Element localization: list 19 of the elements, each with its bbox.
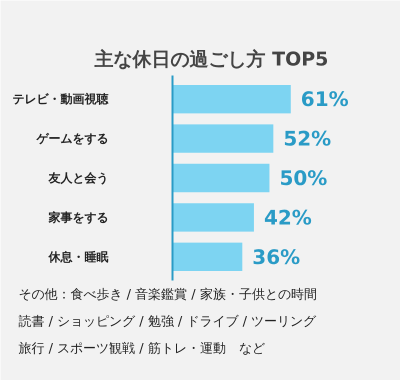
y-tick-label: テレビ・動画視聴 xyxy=(12,92,110,106)
bar xyxy=(172,242,242,272)
data-label: 61% xyxy=(300,87,349,112)
text: 読書 / ショッピング / 勉強 / ドライブ / ツーリング xyxy=(18,314,318,330)
bar xyxy=(172,124,274,153)
chart-title: 主な休日の過ごし方 TOP5 xyxy=(94,48,328,70)
data-label: 50% xyxy=(279,166,328,190)
y-tick-label: 家事をする xyxy=(48,210,108,224)
text: その他：食べ歩き / 音楽鑑賞 / 家族・子供との時間 xyxy=(18,286,317,302)
bar xyxy=(172,164,270,192)
data-label: 42% xyxy=(264,205,312,230)
data-label: 36% xyxy=(252,244,300,269)
y-tick-label: 友人と会う xyxy=(48,171,108,185)
y-tick-label: 休息・睡眠 xyxy=(48,250,108,264)
y-tick-label: ゲームをする xyxy=(36,132,108,146)
data-label: 52% xyxy=(283,126,332,151)
bar xyxy=(172,84,291,114)
bar xyxy=(172,203,254,232)
text: 旅行 / スポーツ観戦 / 筋トレ・運動 など xyxy=(18,342,265,356)
